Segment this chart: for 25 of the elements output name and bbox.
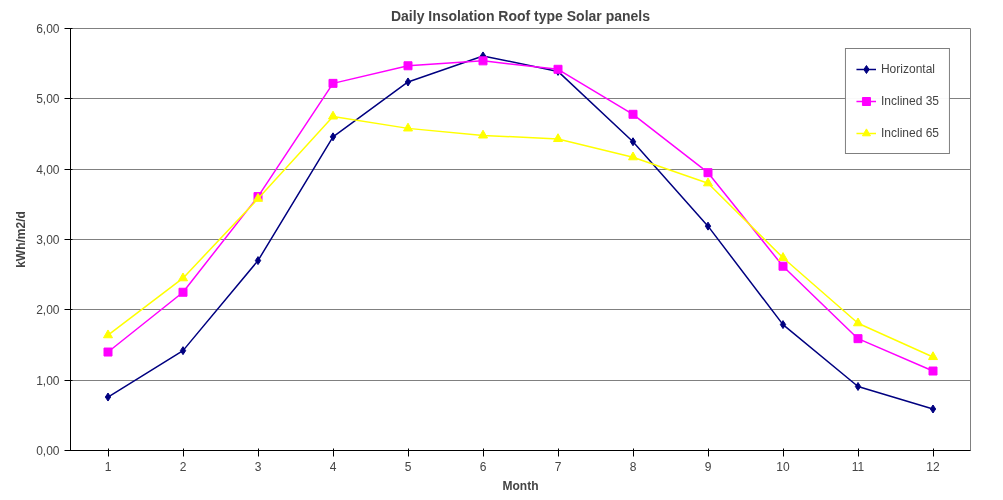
legend-label: Horizontal (880, 62, 935, 76)
x-tick-label: 7 (554, 459, 562, 474)
chart-title: Daily Insolation Roof type Solar panels (390, 7, 651, 24)
y-tick-label: 2,00 (36, 303, 60, 318)
x-axis-title: Month (502, 478, 539, 493)
y-tick-label: 0,00 (36, 444, 60, 458)
y-tick-label: 3,00 (36, 233, 60, 247)
x-tick-label: 10 (776, 459, 790, 474)
x-tick-label: 1 (104, 459, 112, 474)
y-axis-title: kWh/m2/d (14, 211, 29, 268)
x-tick-label: 6 (479, 459, 487, 474)
x-tick-label: 4 (329, 459, 337, 474)
x-tick-label: 2 (179, 459, 187, 474)
x-tick-label: 9 (704, 459, 712, 474)
x-tick-label: 11 (851, 459, 865, 474)
legend-label: Inclined 35 (880, 94, 939, 108)
x-tick-label: 3 (254, 459, 262, 474)
y-tick-label: 6,00 (36, 22, 60, 36)
x-tick-label: 8 (629, 459, 637, 474)
legend-label: Inclined 65 (880, 126, 939, 140)
y-tick-label: 1,00 (36, 373, 60, 388)
x-tick-label: 5 (404, 459, 412, 474)
y-tick-label: 5,00 (36, 92, 60, 107)
x-tick-label: 12 (926, 459, 940, 474)
y-tick-label: 4,00 (36, 162, 60, 177)
